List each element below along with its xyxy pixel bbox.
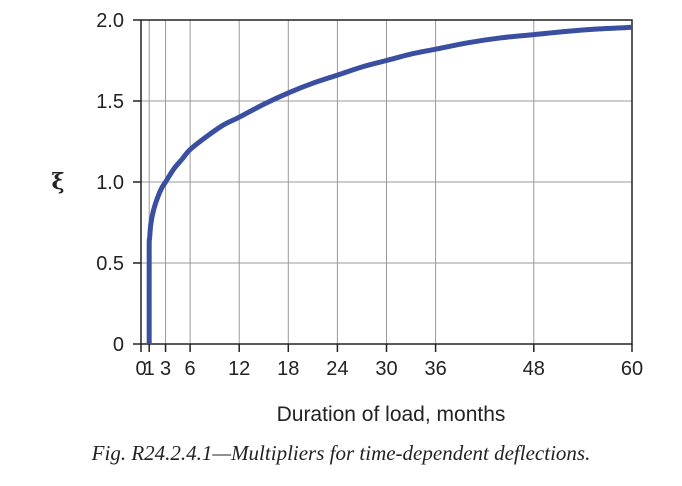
- x-tick-label-60: 60: [621, 358, 643, 380]
- x-axis-label: Duration of load, months: [277, 403, 506, 426]
- series-line-0: [146, 24, 633, 345]
- y-tick-label-2.0: 2.0: [96, 10, 124, 32]
- grid: [140, 19, 633, 345]
- x-tick-label-12: 12: [228, 358, 250, 380]
- x-tick-label-0: 0: [135, 358, 146, 380]
- x-tick-label-6: 6: [185, 358, 196, 380]
- figure-caption: Fig. R24.2.4.1—Multipliers for time-depe…: [91, 441, 591, 465]
- x-tick-label-1: 1: [144, 358, 155, 380]
- x-tick-label-18: 18: [277, 358, 299, 380]
- y-tick-label-0: 0: [113, 334, 124, 356]
- y-tick-label-1.5: 1.5: [96, 91, 124, 113]
- x-tick-label-30: 30: [375, 358, 397, 380]
- y-tick-label-1.0: 1.0: [96, 172, 124, 194]
- x-tick-label-3: 3: [160, 358, 171, 380]
- series-layer: [146, 24, 633, 345]
- y-tick-label-0.5: 0.5: [96, 253, 124, 275]
- x-tick-label-36: 36: [424, 358, 446, 380]
- y-axis-label: ξ: [51, 169, 64, 195]
- x-tick-label-48: 48: [523, 358, 545, 380]
- x-tick-label-24: 24: [326, 358, 348, 380]
